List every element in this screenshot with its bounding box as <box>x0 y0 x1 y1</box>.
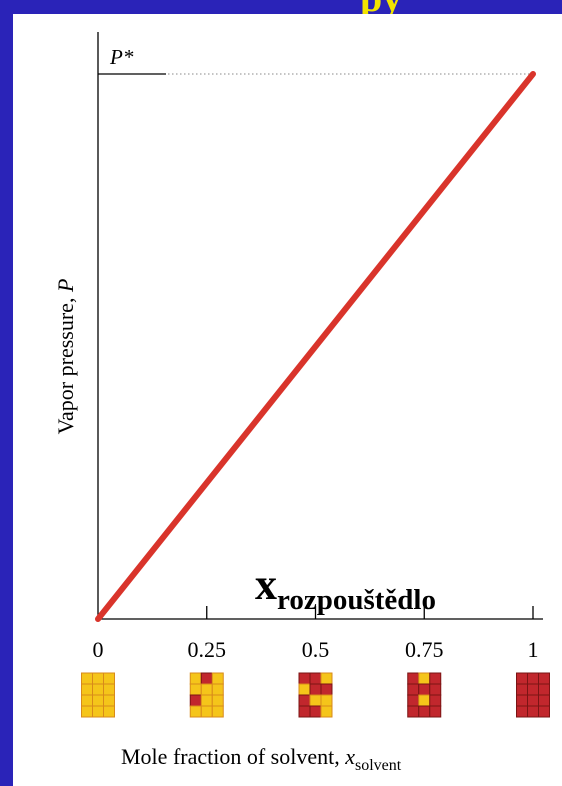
solute-cell <box>189 672 202 685</box>
solvent-cell <box>407 694 420 707</box>
solvent-cell <box>200 672 213 685</box>
series-line <box>95 71 536 622</box>
solute-cell <box>92 694 104 707</box>
solute-cell <box>103 694 115 707</box>
solvent-cell <box>320 683 333 696</box>
solvent-annotation: xrozpouštědlo <box>255 560 436 616</box>
top-title-strip: py <box>0 0 562 14</box>
solute-cell <box>211 694 224 707</box>
solvent-cell <box>298 672 311 685</box>
solvent-cell <box>418 705 431 718</box>
y-axis-label: Vapor pressure, P <box>53 279 78 435</box>
solvent-cell <box>407 683 420 696</box>
solvent-cell <box>516 705 528 718</box>
solute-cell <box>418 694 431 707</box>
series-layer <box>95 71 536 622</box>
solute-cell <box>211 705 224 718</box>
solute-cell <box>200 705 213 718</box>
mole-grid <box>516 672 550 718</box>
x-tick-label: 1 <box>528 637 539 662</box>
solute-cell <box>103 705 115 718</box>
solute-cell <box>92 683 104 696</box>
solvent-cell <box>516 683 528 696</box>
annotation-subscript: rozpouštědlo <box>277 584 436 616</box>
solvent-cell <box>298 705 311 718</box>
solvent-cell <box>298 694 311 707</box>
solute-cell <box>103 672 115 685</box>
mole-grid <box>298 672 333 718</box>
solute-cell <box>320 672 333 685</box>
solute-cell <box>298 683 311 696</box>
solvent-cell <box>538 672 550 685</box>
x-tick-labels: 0 0.25 0.5 0.75 1 <box>93 637 539 662</box>
x-tick-label: 0 <box>93 637 104 662</box>
reference-label: P* <box>109 45 134 69</box>
mole-grid <box>81 672 115 718</box>
y-axis-label-text: Vapor pressure, <box>53 292 78 434</box>
solvent-cell <box>538 705 550 718</box>
mole-grid <box>407 672 442 718</box>
annotation-variable: x <box>255 560 277 609</box>
solute-cell <box>81 683 93 696</box>
solvent-cell <box>309 705 322 718</box>
x-axis-label-text: Mole fraction of solvent, <box>121 744 345 769</box>
solvent-cell <box>527 705 539 718</box>
solute-cell <box>309 694 322 707</box>
solute-cell <box>81 694 93 707</box>
solute-cell <box>92 672 104 685</box>
solute-cell <box>211 683 224 696</box>
solute-cell <box>81 672 93 685</box>
vapor-pressure-chart: P* 0 0.25 0.5 0.75 1 Vapor pressure, P xrozp… <box>53 32 550 774</box>
solvent-cell <box>309 683 322 696</box>
solvent-cell <box>429 694 442 707</box>
solvent-cell <box>429 705 442 718</box>
solvent-cell <box>309 672 322 685</box>
x-tick-label: 0.75 <box>405 637 444 662</box>
solvent-cell <box>189 694 202 707</box>
solute-cell <box>418 672 431 685</box>
x-axis-label-subscript: solvent <box>355 757 402 774</box>
solute-cell <box>320 694 333 707</box>
x-axis-label-variable: x <box>344 744 355 769</box>
solvent-cell <box>429 672 442 685</box>
x-tick-label: 0.25 <box>188 637 227 662</box>
solvent-cell <box>527 694 539 707</box>
y-axis-label-variable: P <box>53 279 78 293</box>
x-axis-label: Mole fraction of solvent, xsolvent <box>121 744 402 774</box>
x-tick-label: 0.5 <box>302 637 330 662</box>
axes <box>97 32 543 620</box>
solvent-cell <box>527 683 539 696</box>
solute-cell <box>189 683 202 696</box>
top-title-fragment: py <box>360 0 402 14</box>
solute-cell <box>81 705 93 718</box>
solute-cell <box>92 705 104 718</box>
solvent-cell <box>516 694 528 707</box>
solute-cell <box>189 705 202 718</box>
solvent-cell <box>429 683 442 696</box>
mole-fraction-grids <box>81 672 550 718</box>
solvent-cell <box>407 672 420 685</box>
solvent-cell <box>418 683 431 696</box>
solute-cell <box>200 694 213 707</box>
x-ticks <box>206 606 534 619</box>
solvent-cell <box>516 672 528 685</box>
solute-cell <box>320 705 333 718</box>
solvent-cell <box>407 705 420 718</box>
mole-grid <box>189 672 224 718</box>
chart-panel: P* 0 0.25 0.5 0.75 1 Vapor pressure, P xrozp… <box>13 14 562 786</box>
solvent-cell <box>538 683 550 696</box>
solute-cell <box>211 672 224 685</box>
solute-cell <box>200 683 213 696</box>
solute-cell <box>103 683 115 696</box>
solvent-cell <box>527 672 539 685</box>
solvent-cell <box>538 694 550 707</box>
